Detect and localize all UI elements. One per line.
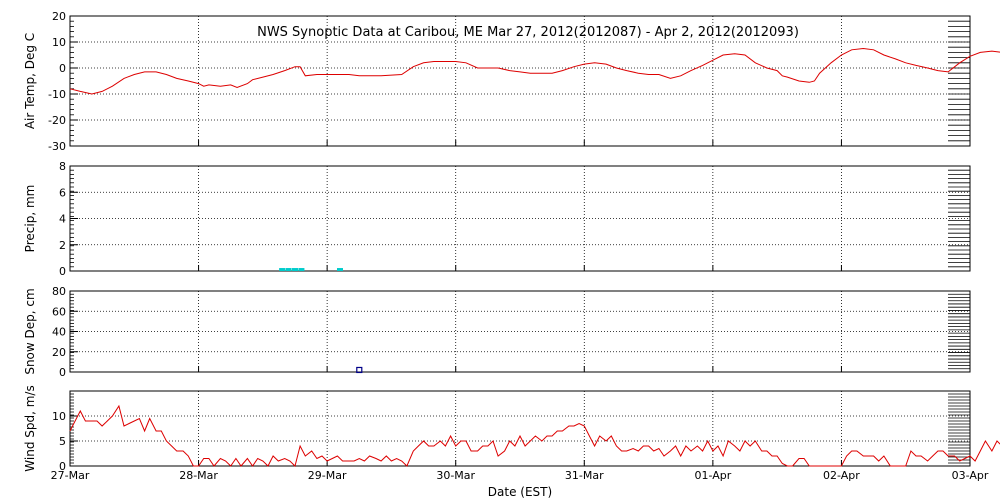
y-tick-label: 0: [59, 460, 66, 473]
precip-ylabel: Precip, mm: [23, 185, 37, 253]
y-tick-label: 60: [52, 305, 66, 318]
y-tick-label: 6: [59, 186, 66, 199]
air-temp-frame: [69, 15, 971, 147]
air-temp-series-line: [69, 47, 1000, 95]
precip-bar: [279, 268, 286, 271]
precip-bar: [292, 268, 298, 271]
wind-speed-series-line: [69, 404, 1000, 467]
precip-bar: [298, 268, 305, 271]
y-tick-label: 4: [59, 213, 66, 226]
x-axis: 27-Mar 28-Mar 29-Mar 30-Mar 31-Mar 01-Apr 02-A…: [51, 469, 989, 482]
y-tick-label: 0: [59, 62, 66, 75]
precip-panel: 8 6 4 2 0 Precip, mm: [23, 160, 971, 278]
wind-speed-ylabel: Wind Spd, m/s: [23, 385, 37, 471]
y-tick-label: -30: [48, 140, 66, 153]
x-tick-label: 01-Apr: [694, 469, 731, 482]
x-tick-label: 03-Apr: [952, 469, 989, 482]
precip-bar: [285, 268, 292, 271]
y-tick-label: 2: [59, 239, 66, 252]
y-tick-label: 5: [59, 435, 66, 448]
y-tick-label: 0: [59, 366, 66, 379]
snow-depth-panel: 80 60 40 20 0 Snow Dep, cm: [23, 285, 971, 379]
y-tick-label: 20: [52, 346, 66, 359]
x-tick-label: 02-Apr: [823, 469, 860, 482]
y-tick-label: 10: [52, 36, 66, 49]
y-tick-label: -10: [48, 88, 66, 101]
snow-depth-ylabel: Snow Dep, cm: [23, 288, 37, 374]
x-tick-label: 27-Mar: [51, 469, 90, 482]
y-tick-label: 8: [59, 160, 66, 173]
x-tick-label: 30-Mar: [436, 469, 475, 482]
snow-depth-frame: [69, 290, 971, 373]
snow-depth-point: [356, 366, 363, 374]
wind-speed-frame: [69, 390, 971, 467]
y-tick-label: -20: [48, 114, 66, 127]
x-axis-label: Date (EST): [488, 485, 552, 499]
x-tick-label: 29-Mar: [308, 469, 347, 482]
y-tick-label: 0: [59, 265, 66, 278]
y-tick-label: 80: [52, 285, 66, 298]
precip-frame: [69, 165, 971, 272]
y-tick-label: 10: [52, 410, 66, 423]
air-temp-ylabel: Air Temp, Deg C: [23, 33, 37, 129]
chart-title: NWS Synoptic Data at Caribou, ME Mar 27,…: [257, 25, 799, 40]
precip-bar: [337, 268, 343, 271]
air-temp-panel: 20 10 0 -10 -20 -30 Air Temp, Deg C: [23, 10, 1000, 153]
wind-speed-panel: 10 5 0 Wind Spd, m/s: [23, 385, 1000, 473]
x-tick-label: 31-Mar: [565, 469, 604, 482]
y-tick-label: 40: [52, 326, 66, 339]
x-tick-label: 28-Mar: [179, 469, 218, 482]
y-tick-label: 20: [52, 10, 66, 23]
